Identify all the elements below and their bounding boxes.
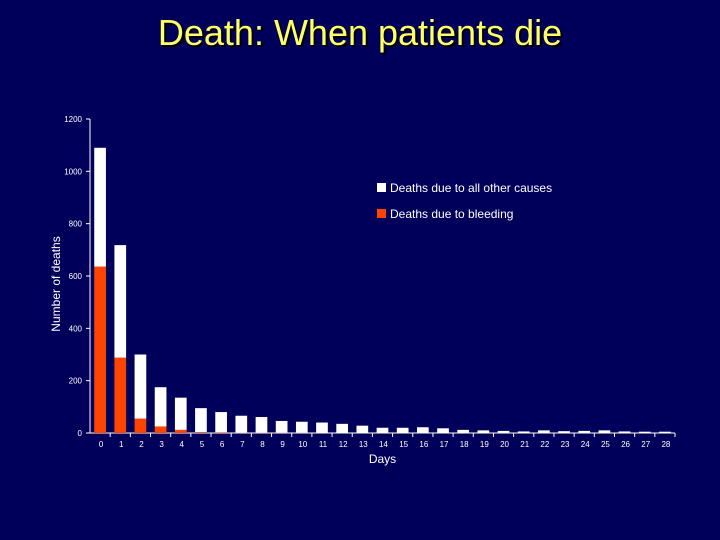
bar-segment-other-causes <box>457 429 470 433</box>
legend: Deaths due to all other causes Deaths due… <box>377 181 552 221</box>
bar-segment-other-causes <box>638 431 651 433</box>
bar-segment-bleeding <box>154 426 167 433</box>
x-tick-label: 27 <box>641 440 650 449</box>
bar-segment-other-causes <box>376 427 389 433</box>
y-axis-title: Number of deaths <box>49 236 63 331</box>
bar-segment-other-causes <box>659 431 671 433</box>
bar-segment-other-causes <box>235 415 248 433</box>
y-tick-label: 1000 <box>64 167 82 176</box>
bar-segment-other-causes <box>114 245 127 358</box>
x-tick-label: 0 <box>99 440 104 449</box>
bar-segment-other-causes <box>396 427 409 433</box>
bar-segment-bleeding <box>195 432 207 433</box>
x-tick-label: 7 <box>240 440 245 449</box>
x-tick-label: 25 <box>601 440 610 449</box>
axes <box>86 118 676 437</box>
bar-segment-other-causes <box>195 408 207 433</box>
legend-swatch <box>377 183 386 192</box>
bar-segment-other-causes <box>295 421 308 433</box>
x-tick-label: 18 <box>460 440 469 449</box>
y-tick-label: 0 <box>78 429 83 438</box>
bar-segment-other-causes <box>618 431 631 433</box>
x-tick-labels: 0 1 2 3 4 5 6 7 8 9 10 11 12 13 14 15 16 17 18 19 20 21 22 23 24… <box>99 440 671 449</box>
x-axis-title: Days <box>369 452 396 466</box>
bar-segment-other-causes <box>255 417 268 433</box>
bar-segment-other-causes <box>356 425 369 433</box>
x-tick-label: 22 <box>540 440 549 449</box>
y-tick-label: 1200 <box>64 115 82 124</box>
bar-segment-other-causes <box>477 430 490 433</box>
bar-segment-other-causes <box>174 397 187 430</box>
bar-segment-bleeding <box>94 266 106 433</box>
bar-segment-other-causes <box>598 430 611 433</box>
x-tick-label: 15 <box>399 440 408 449</box>
bar-segment-other-causes <box>558 431 570 433</box>
bar-segment-other-causes <box>538 430 550 433</box>
x-tick-label: 5 <box>200 440 205 449</box>
x-tick-label: 12 <box>339 440 348 449</box>
bar-segment-other-causes <box>497 430 510 433</box>
x-tick-label: 1 <box>119 440 124 449</box>
legend-label: Deaths due to bleeding <box>390 207 513 221</box>
y-tick-label: 200 <box>69 377 83 386</box>
bar-segment-other-causes <box>437 428 449 433</box>
bar-segment-other-causes <box>316 422 328 433</box>
bar-segment-other-causes <box>154 387 167 427</box>
bar-segment-other-causes <box>215 412 227 433</box>
x-tick-label: 16 <box>419 440 428 449</box>
x-tick-label: 23 <box>561 440 570 449</box>
x-tick-label: 14 <box>379 440 388 449</box>
bars <box>94 147 671 433</box>
bar-segment-other-causes <box>416 427 429 433</box>
x-tick-label: 19 <box>480 440 489 449</box>
bar-segment-other-causes <box>517 431 530 433</box>
x-tick-label: 11 <box>319 440 328 449</box>
bar-segment-other-causes <box>134 354 147 419</box>
legend-swatch <box>377 209 386 218</box>
chart-title: Death: When patients die <box>157 12 563 53</box>
x-tick-label: 13 <box>359 440 368 449</box>
x-tick-label: 24 <box>581 440 590 449</box>
bar-segment-bleeding <box>134 418 147 433</box>
bar-segment-bleeding <box>174 429 187 433</box>
x-tick-label: 9 <box>280 440 285 449</box>
x-tick-label: 8 <box>260 440 265 449</box>
x-tick-label: 10 <box>298 440 307 449</box>
bar-segment-bleeding <box>114 357 127 433</box>
x-tick-label: 26 <box>621 440 630 449</box>
x-tick-label: 2 <box>139 440 144 449</box>
x-tick-label: 4 <box>180 440 185 449</box>
x-tick-label: 6 <box>220 440 225 449</box>
x-tick-label: 20 <box>500 440 509 449</box>
x-tick-label: 17 <box>440 440 449 449</box>
legend-label: Deaths due to all other causes <box>390 181 552 195</box>
bar-segment-bleeding <box>215 432 227 433</box>
y-tick-label: 400 <box>69 324 83 333</box>
y-tick-label: 600 <box>69 272 83 281</box>
y-tick-labels: 0 200 400 600 800 1000 1200 <box>64 115 82 438</box>
bar-segment-other-causes <box>94 147 106 267</box>
x-tick-label: 28 <box>661 440 670 449</box>
x-tick-label: 21 <box>520 440 529 449</box>
y-tick-label: 800 <box>69 220 83 229</box>
x-tick-label: 3 <box>159 440 164 449</box>
bar-segment-other-causes <box>578 430 591 433</box>
bar-segment-other-causes <box>336 423 349 433</box>
bar-segment-other-causes <box>275 420 288 433</box>
